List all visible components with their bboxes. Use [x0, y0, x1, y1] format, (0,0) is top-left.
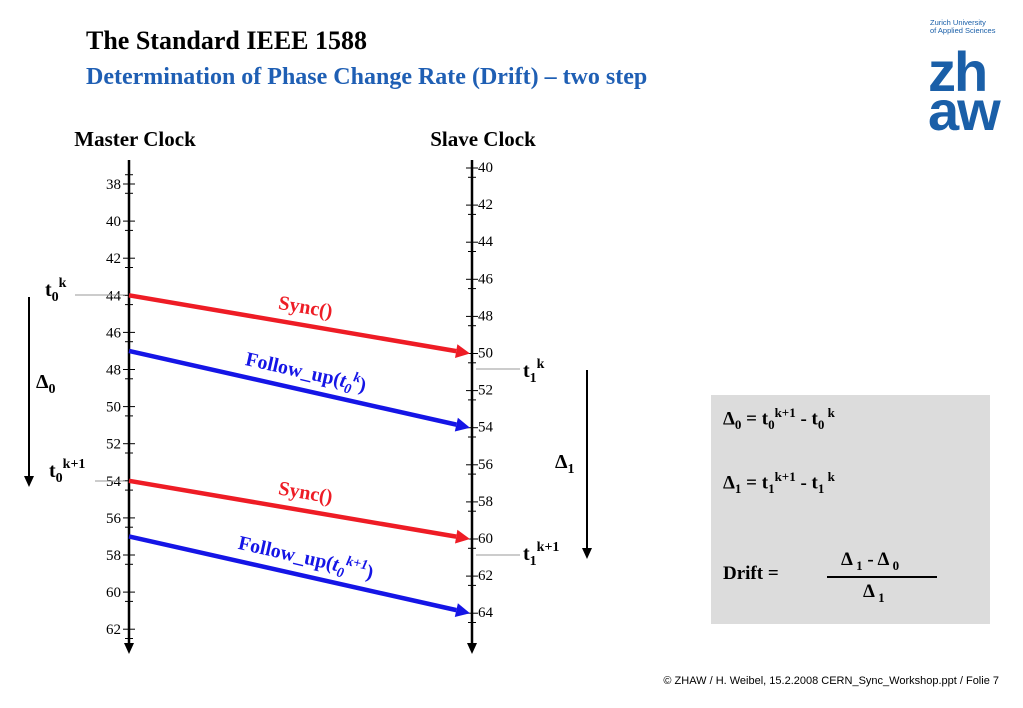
sync-message-arrow — [128, 478, 457, 539]
slave-tick-label: 52 — [478, 383, 493, 399]
master-tick-label: 44 — [106, 288, 122, 304]
logo-caption-line2: of Applied Sciences — [930, 26, 996, 35]
delta0-arrowhead — [24, 476, 34, 487]
equation-delta0: Δ0 = t0k+1 - t0 k — [723, 405, 835, 433]
slave-tick-label: 56 — [478, 457, 494, 473]
slave-tick-label: 44 — [478, 234, 494, 250]
slave-tick-label: 54 — [478, 420, 494, 436]
logo-aw: aw — [928, 79, 1001, 142]
slave-tick-label: 46 — [478, 271, 494, 287]
fraction-bar — [827, 576, 937, 578]
master-tick-label: 38 — [106, 177, 121, 193]
drift-numerator: Δ 1 - Δ 0 — [841, 549, 900, 573]
page-title: The Standard IEEE 1588 — [86, 26, 368, 55]
sync-label: Sync() — [277, 478, 334, 509]
master-tick-label: 40 — [106, 214, 121, 230]
master-ticks: 38 40 42 44 46 48 50 52 54 56 58 60 62 — [106, 174, 135, 639]
slave-timeline-arrowhead — [467, 643, 477, 654]
slave-tick-label: 60 — [478, 531, 493, 547]
marker-t1k: t1k — [523, 357, 545, 386]
master-timeline-arrowhead — [124, 643, 134, 654]
logo-caption: Zurich University of Applied Sciences — [930, 19, 995, 35]
slave-tick-label: 64 — [478, 605, 494, 621]
message-arrowhead — [454, 417, 470, 432]
slave-tick-label: 42 — [478, 197, 493, 213]
master-tick-label: 58 — [106, 548, 121, 564]
slave-clock-label: Slave Clock — [430, 127, 536, 151]
sync-label: Sync() — [277, 292, 334, 323]
equation-delta1: Δ1 = t1k+1 - t1 k — [723, 469, 835, 497]
messages: Sync()Follow_up(t0k)Sync()Follow_up(t0k+… — [128, 292, 470, 617]
master-tick-label: 54 — [106, 474, 122, 490]
marker-t1k1: t1k+1 — [523, 540, 559, 569]
message-arrowhead — [455, 344, 470, 359]
slave-ticks: 40 42 44 46 48 50 52 54 56 58 60 62 64 — [466, 160, 494, 623]
slave-tick-label: 50 — [478, 346, 493, 362]
master-tick-label: 52 — [106, 437, 121, 453]
master-clock-label: Master Clock — [74, 127, 196, 151]
marker-t0k: t0k — [45, 276, 67, 305]
equation-box: Δ0 = t0k+1 - t0 k Δ1 = t1k+1 - t1 k Drif… — [711, 395, 990, 624]
message-arrowhead — [454, 603, 470, 617]
drift-denominator: Δ 1 — [863, 581, 885, 605]
logo-caption-line1: Zurich University — [930, 18, 986, 27]
slave-tick-label: 58 — [478, 494, 493, 510]
master-tick-label: 62 — [106, 622, 121, 638]
master-tick-label: 50 — [106, 400, 121, 416]
delta1-arrowhead — [582, 548, 592, 559]
drift-label: Drift = — [723, 563, 779, 584]
marker-delta1: Δ1 — [555, 451, 575, 477]
master-tick-label: 46 — [106, 325, 122, 341]
sync-message-arrow — [128, 293, 457, 354]
slave-tick-label: 48 — [478, 308, 493, 324]
page-subtitle: Determination of Phase Change Rate (Drif… — [86, 64, 648, 90]
follow-up-message-arrow — [128, 534, 457, 613]
master-tick-label: 42 — [106, 251, 121, 267]
marker-delta0: Δ0 — [36, 371, 56, 397]
slave-tick-label: 40 — [478, 160, 493, 176]
marker-t0k1: t0k+1 — [49, 457, 85, 486]
master-tick-label: 56 — [106, 511, 122, 527]
follow-up-label: Follow_up(t0k+1) — [235, 530, 376, 588]
footer: © ZHAW / H. Weibel, 15.2.2008 CERN_Sync_… — [663, 675, 999, 687]
master-tick-label: 60 — [106, 585, 121, 601]
slave-tick-label: 62 — [478, 568, 493, 584]
message-arrowhead — [455, 529, 470, 544]
logo-zh: zh — [928, 40, 988, 103]
follow-up-message-arrow — [128, 348, 457, 427]
master-tick-label: 48 — [106, 363, 121, 379]
